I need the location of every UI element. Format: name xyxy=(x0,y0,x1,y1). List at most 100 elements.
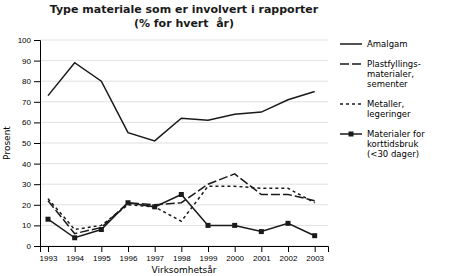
grid xyxy=(40,40,328,246)
grid-line xyxy=(40,40,328,41)
y-tick-label: 100 xyxy=(18,36,32,45)
x-tick: 1993 xyxy=(40,246,58,263)
series-marker xyxy=(312,233,317,238)
legend-item: Materialer forkorttidsbruk(<30 dager) xyxy=(340,129,425,159)
grid-line xyxy=(40,143,328,144)
y-axis-line xyxy=(34,41,41,247)
legend-label-line: Metaller, xyxy=(367,99,404,109)
series-group xyxy=(46,63,318,241)
series-marker xyxy=(259,229,264,234)
series-marker xyxy=(206,223,211,228)
y-tick: 90 xyxy=(22,57,40,66)
series-line xyxy=(48,174,315,234)
series-line xyxy=(48,195,315,238)
y-axis: 0 10 20 30 40 50 60 70 80 90 100 xyxy=(18,36,41,251)
grid-line xyxy=(40,122,328,123)
series-marker xyxy=(126,200,131,205)
y-tick: 100 xyxy=(18,36,40,45)
grid-line xyxy=(40,184,328,185)
legend-label-line: sementer xyxy=(367,79,408,89)
legend-label: Materialer forkorttidsbruk(<30 dager) xyxy=(367,129,425,159)
x-tick-mark xyxy=(235,246,236,252)
y-axis-title: Prosent xyxy=(2,126,12,160)
series-line xyxy=(48,186,315,229)
title: Type materiale som er involvert i rappor… xyxy=(50,3,319,16)
x-tick: 1999 xyxy=(200,246,218,263)
grid-line xyxy=(40,163,328,164)
y-tick-mark xyxy=(34,40,40,41)
x-tick-label: 1996 xyxy=(120,254,138,263)
y-tick-label: 10 xyxy=(22,221,31,230)
x-tick-label: 1993 xyxy=(40,254,58,263)
x-tick: 1997 xyxy=(146,246,164,263)
x-tick-label: 2001 xyxy=(253,254,271,263)
x-tick: 1996 xyxy=(120,246,138,263)
legend-label-line: Plastfyllings- xyxy=(367,59,421,69)
y-tick: 50 xyxy=(22,139,40,148)
chart-container: 1993199419951996199719981999200020012002… xyxy=(0,0,450,276)
y-tick-mark xyxy=(34,205,40,206)
x-tick-mark xyxy=(48,246,49,252)
legend-label: Plastfyllings-materialer,sementer xyxy=(367,59,421,89)
x-tick: 1994 xyxy=(66,246,84,263)
legend-label-line: legeringer xyxy=(367,109,411,119)
x-tick-mark xyxy=(155,246,156,252)
x-axis-title: Virksomhetsår xyxy=(151,265,216,275)
series-marker xyxy=(99,227,104,232)
series-marker xyxy=(179,192,184,197)
legend-label-line: Materialer for xyxy=(367,129,425,139)
x-tick: 2003 xyxy=(306,246,324,263)
series-marker xyxy=(46,217,51,222)
y-tick-label: 20 xyxy=(22,201,31,210)
y-tick: 30 xyxy=(22,180,40,189)
series-marker xyxy=(232,223,237,228)
y-tick-label: 30 xyxy=(22,180,31,189)
legend-item: Plastfyllings-materialer,sementer xyxy=(340,59,421,89)
legend-label: Metaller,legeringer xyxy=(367,99,411,119)
x-tick: 2002 xyxy=(280,246,298,263)
x-tick-label: 2000 xyxy=(226,254,244,263)
y-tick-mark xyxy=(34,246,40,247)
y-tick-label: 0 xyxy=(27,242,32,251)
legend-label: Amalgam xyxy=(367,39,408,49)
y-tick-mark xyxy=(34,102,40,103)
x-tick-mark xyxy=(208,246,209,252)
x-axis: 1993199419951996199719981999200020012002… xyxy=(40,246,329,263)
plot-area: 1993199419951996199719981999200020012002… xyxy=(18,36,329,263)
y-tick-label: 50 xyxy=(22,139,31,148)
x-tick: 1998 xyxy=(173,246,191,263)
grid-line xyxy=(40,60,328,61)
y-tick-label: 70 xyxy=(22,98,31,107)
x-tick-mark xyxy=(128,246,129,252)
legend: Amalgam Plastfyllings-materialer,sementer… xyxy=(340,39,425,159)
grid-line xyxy=(40,81,328,82)
y-tick-mark xyxy=(34,61,40,62)
chart-svg: 1993199419951996199719981999200020012002… xyxy=(0,0,450,276)
y-tick-mark xyxy=(34,184,40,185)
series-line xyxy=(48,63,315,141)
y-tick-label: 60 xyxy=(22,118,31,127)
x-tick-label: 2002 xyxy=(280,254,298,263)
series-marker xyxy=(286,221,291,226)
y-tick: 10 xyxy=(22,221,40,230)
legend-swatch xyxy=(340,63,362,65)
y-tick: 70 xyxy=(22,98,40,107)
y-tick: 20 xyxy=(22,201,40,210)
x-tick-mark xyxy=(101,246,102,252)
grid-line xyxy=(40,204,328,205)
series-marker xyxy=(72,235,77,240)
x-tick-label: 1998 xyxy=(173,254,191,263)
x-tick-label: 1999 xyxy=(200,254,218,263)
legend-marker xyxy=(349,132,354,137)
y-tick-mark xyxy=(34,122,40,123)
y-tick-mark xyxy=(34,225,40,226)
x-tick-label: 2003 xyxy=(306,254,324,263)
y-tick: 40 xyxy=(22,160,40,169)
y-tick-label: 80 xyxy=(22,77,31,86)
x-axis-line xyxy=(41,247,329,253)
y-tick-mark xyxy=(34,143,40,144)
subtitle: (% for hvert år) xyxy=(134,17,234,30)
y-tick-mark xyxy=(34,164,40,165)
x-tick-label: 1997 xyxy=(146,254,164,263)
x-tick-label: 1994 xyxy=(66,254,84,263)
